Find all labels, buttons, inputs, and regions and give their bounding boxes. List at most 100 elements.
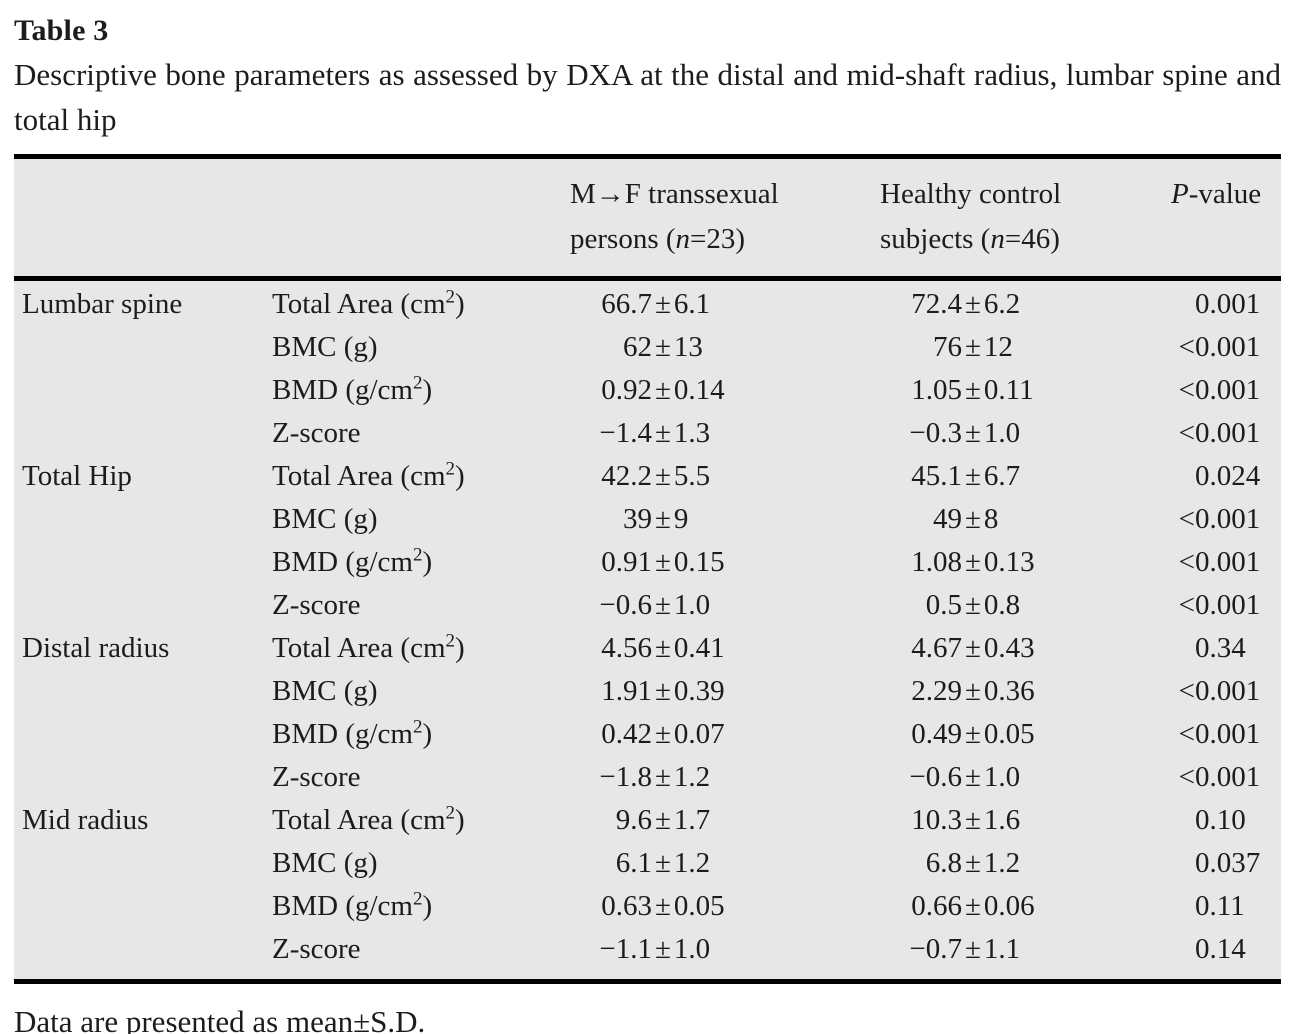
site-cell: Distal radius [22, 632, 170, 664]
mf-sd: 1.0 [673, 589, 711, 621]
pvalue-number: 0.34 [1195, 632, 1246, 664]
data-table: M→F transsexual persons (n=23) Healthy c… [14, 154, 1281, 984]
hc-mean: −0.3 [909, 417, 962, 449]
plus-minus-symbol: ± [655, 847, 671, 879]
table-row: Total Hip Total Area (cm2) 42.2 ±5.5 45.1… [14, 455, 1281, 498]
pvalue-cell: 0.34 [1165, 627, 1281, 670]
pvalue-cell: 0.024 [1165, 455, 1281, 498]
table-row: BMD (g/cm2) 0.63 ±0.05 0.66 ±0.06 0.11 [14, 885, 1281, 928]
plus-minus-symbol: ± [655, 718, 671, 750]
param-superscript: 2 [412, 544, 423, 566]
param-cell: Z-score [272, 928, 570, 971]
param-after: ) [455, 460, 465, 492]
mf-sd: 5.5 [673, 460, 711, 492]
mf-value-cell: −0.6 ±1.0 [570, 584, 880, 627]
hc-mean: 0.5 [925, 589, 962, 621]
header-p-rest: -value [1188, 178, 1262, 210]
table-row: Z-score −1.8 ±1.2 −0.6 ±1.0 <0.001 [14, 756, 1281, 799]
param-after: ) [455, 804, 465, 836]
plus-minus-symbol: ± [965, 589, 981, 621]
mf-sd: 0.14 [673, 374, 725, 406]
param-text: BMD (g/cm [272, 890, 413, 922]
pvalue-cell: 0.037 [1165, 842, 1281, 885]
param-superscript: 2 [445, 458, 456, 480]
pvalue-cell: <0.001 [1165, 713, 1281, 756]
pvalue-cell: <0.001 [1165, 412, 1281, 455]
less-than-symbol: < [1178, 718, 1195, 750]
param-superscript: 2 [412, 716, 423, 738]
header-hc-line2-pre: subjects ( [880, 223, 991, 255]
pvalue-number: 0.001 [1195, 288, 1261, 320]
param-cell: Z-score [272, 412, 570, 455]
param-after: ) [422, 546, 433, 578]
pvalue-cell: <0.001 [1165, 584, 1281, 627]
mf-sd: 0.07 [673, 718, 725, 750]
hc-sd: 1.0 [983, 761, 1021, 793]
hc-sd: 6.2 [983, 288, 1021, 320]
pvalue-number: 0.001 [1195, 675, 1261, 707]
hc-mean: 2.29 [911, 675, 962, 707]
plus-minus-symbol: ± [965, 331, 981, 363]
mf-mean: 0.42 [601, 718, 652, 750]
site-cell: Lumbar spine [22, 288, 183, 320]
hc-value-cell: 6.8 ±1.2 [880, 842, 1165, 885]
less-than-symbol: < [1178, 546, 1195, 578]
hc-value-cell: 0.5 ±0.8 [880, 584, 1165, 627]
param-text: BMC (g) [272, 331, 378, 363]
pvalue-cell: 0.14 [1165, 928, 1281, 971]
param-cell: BMC (g) [272, 670, 570, 713]
less-than-symbol: < [1178, 417, 1195, 449]
hc-mean: 6.8 [925, 847, 962, 879]
mf-sd: 1.2 [673, 761, 711, 793]
hc-value-cell: −0.3 ±1.0 [880, 412, 1165, 455]
mf-value-cell: 4.56 ±0.41 [570, 627, 880, 670]
param-cell: BMD (g/cm2) [272, 713, 570, 756]
param-text: BMC (g) [272, 675, 378, 707]
pvalue-number: 0.001 [1195, 331, 1261, 363]
mf-mean: 4.56 [601, 632, 652, 664]
plus-minus-symbol: ± [965, 503, 981, 535]
param-text: BMD (g/cm [272, 546, 413, 578]
less-than-symbol: < [1178, 503, 1195, 535]
hc-sd: 1.6 [983, 804, 1021, 836]
less-than-symbol: < [1178, 374, 1195, 406]
param-superscript: 2 [412, 372, 423, 394]
param-cell: Total Area (cm2) [272, 455, 570, 498]
hc-mean: −0.7 [909, 933, 962, 965]
param-after: ) [422, 374, 433, 406]
param-text: Z-score [272, 417, 361, 449]
pvalue-number: 0.001 [1195, 417, 1261, 449]
pvalue-cell: 0.11 [1165, 885, 1281, 928]
table-row: BMC (g) 6.1 ±1.2 6.8 ±1.2 0.037 [14, 842, 1281, 885]
mf-mean: 0.63 [601, 890, 652, 922]
param-cell: Total Area (cm2) [272, 799, 570, 842]
header-hc-line2-post: =46) [1004, 223, 1060, 255]
header-mf-line2-post: =23) [690, 223, 746, 255]
mf-sd: 0.41 [673, 632, 725, 664]
mf-sd: 0.39 [673, 675, 725, 707]
hc-sd: 1.2 [983, 847, 1021, 879]
mf-mean: 66.7 [601, 288, 652, 320]
param-text: Z-score [272, 761, 361, 793]
site-cell: Total Hip [22, 460, 132, 492]
header-pvalue: P-value [1165, 172, 1281, 217]
plus-minus-symbol: ± [965, 847, 981, 879]
header-p-italic: P [1171, 178, 1189, 210]
mf-mean: −1.8 [599, 761, 652, 793]
plus-minus-symbol: ± [965, 417, 981, 449]
plus-minus-symbol: ± [655, 417, 671, 449]
hc-value-cell: 2.29 ±0.36 [880, 670, 1165, 713]
pvalue-number: 0.001 [1195, 589, 1261, 621]
table-row: BMC (g) 1.91 ±0.39 2.29 ±0.36 <0.001 [14, 670, 1281, 713]
table-row: BMD (g/cm2) 0.91 ±0.15 1.08 ±0.13 <0.001 [14, 541, 1281, 584]
mf-value-cell: −1.1 ±1.0 [570, 928, 880, 971]
header-hc-group: Healthy control subjects (n=46) [880, 172, 1165, 262]
plus-minus-symbol: ± [965, 718, 981, 750]
pvalue-number: 0.001 [1195, 546, 1261, 578]
mf-value-cell: −1.4 ±1.3 [570, 412, 880, 455]
mf-value-cell: 6.1 ±1.2 [570, 842, 880, 885]
plus-minus-symbol: ± [655, 460, 671, 492]
mf-sd: 1.3 [673, 417, 711, 449]
mf-sd: 1.2 [673, 847, 711, 879]
plus-minus-symbol: ± [655, 632, 671, 664]
